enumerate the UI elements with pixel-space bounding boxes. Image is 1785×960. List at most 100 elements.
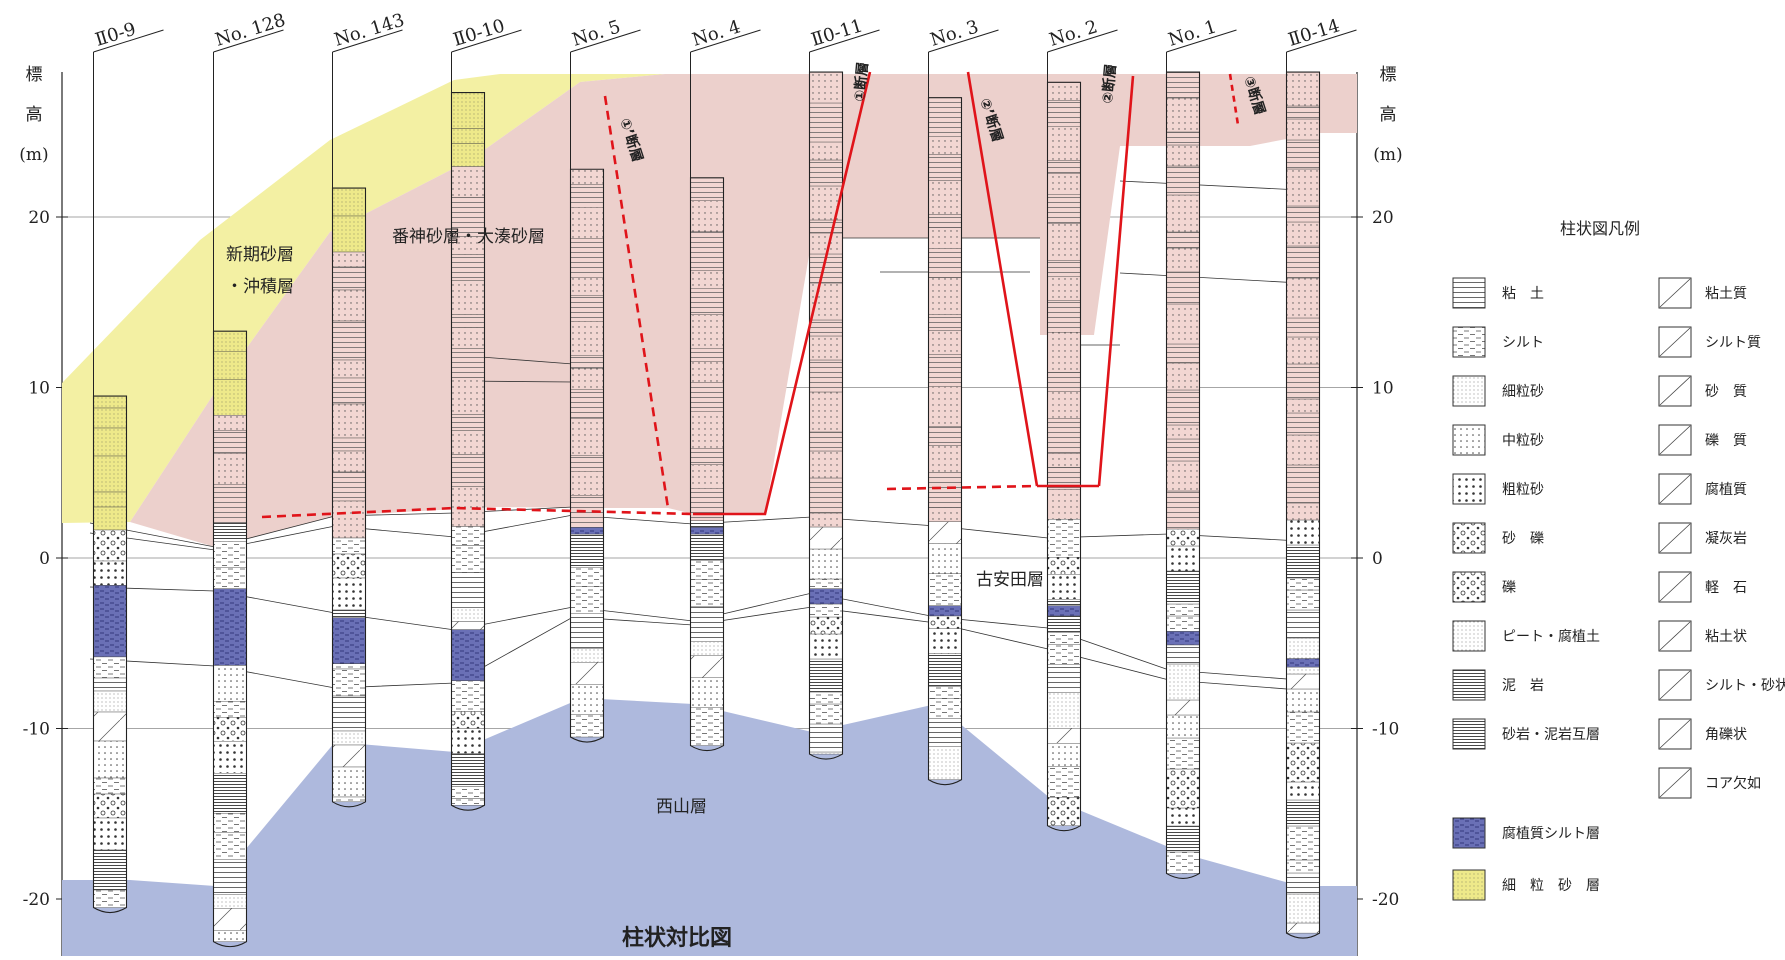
- borehole-segment: [1166, 570, 1200, 605]
- borehole-segment: [1286, 519, 1320, 546]
- borehole-segment: [1047, 82, 1081, 101]
- borehole-segment: [451, 711, 485, 729]
- borehole-segment: [1286, 464, 1320, 504]
- legend-swatch: [1452, 277, 1486, 309]
- borehole-segment: [928, 543, 962, 574]
- borehole-segment: [451, 348, 485, 378]
- borehole-segment: [690, 520, 724, 561]
- fault-1-prime: [603, 95, 670, 509]
- borehole-segment: [928, 354, 962, 387]
- borehole-segment: [928, 718, 962, 747]
- tick-label: -20: [1372, 890, 1399, 910]
- tick-label: -10: [23, 720, 50, 740]
- legend-swatch: [1452, 817, 1486, 849]
- borehole-segment: [1286, 277, 1320, 319]
- borehole-segment: [809, 633, 843, 660]
- humic-silt-band: [332, 617, 366, 664]
- legend-label: シルト・砂状: [1705, 678, 1785, 694]
- borehole-segment: [570, 184, 604, 208]
- borehole-name-rule: [928, 29, 999, 53]
- borehole-segment: [570, 613, 604, 649]
- borehole-segment: [1286, 742, 1320, 783]
- borehole-segment: [93, 455, 127, 493]
- borehole-segment: [1166, 362, 1200, 391]
- borehole-segment: [451, 92, 485, 129]
- borehole-outline: [1046, 81, 1082, 832]
- borehole-name: No. 3: [928, 16, 981, 50]
- borehole-segment: [928, 386, 962, 427]
- borehole-segment: [1166, 807, 1200, 827]
- borehole-segment: [690, 200, 724, 232]
- borehole-segment: [809, 102, 843, 143]
- borehole-segment: [93, 407, 127, 429]
- borehole-segment: [1166, 825, 1200, 853]
- borehole-segment: [93, 740, 127, 779]
- legend-label: 角礫状: [1705, 727, 1747, 743]
- borehole-name: Ⅱ0-14: [1286, 15, 1343, 50]
- borehole-segment: [213, 351, 247, 380]
- borehole-segment: [332, 730, 366, 746]
- borehole-name-rule: [213, 29, 284, 53]
- borehole-segment: [213, 859, 247, 895]
- legend-label: 砂 礫: [1502, 531, 1544, 547]
- borehole-name: No. 128: [213, 10, 288, 51]
- borehole-segment: [332, 266, 366, 291]
- borehole-segment: [1047, 632, 1081, 645]
- borehole-segment: [809, 477, 843, 514]
- borehole-segment: [451, 572, 485, 608]
- borehole-segment: [1286, 893, 1320, 924]
- humic-silt-band: [93, 585, 127, 658]
- legend-swatch-mark: [1659, 376, 1691, 406]
- fault-2-label: ②断層: [1099, 63, 1119, 104]
- borehole-segment: [690, 177, 724, 201]
- borehole-segment: [928, 653, 962, 687]
- new-sand-label-2: ・沖積層: [226, 277, 294, 297]
- legend-swatch: [1452, 522, 1486, 554]
- borehole-segment: [451, 486, 485, 527]
- legend-swatch-mark: [1659, 425, 1691, 455]
- borehole-segment: [1166, 528, 1200, 547]
- borehole-segment: [928, 330, 962, 355]
- borehole-segment: [809, 548, 843, 580]
- borehole-2: No. 128: [213, 10, 288, 948]
- borehole-segment: [1286, 336, 1320, 365]
- borehole-segment: [213, 541, 247, 568]
- borehole-segment: [570, 662, 604, 685]
- borehole-segment: [1047, 574, 1081, 600]
- borehole-segment: [1047, 489, 1081, 520]
- borehole-segment: [1166, 131, 1200, 146]
- borehole-segment: [1047, 332, 1081, 373]
- borehole-5: No. 5: [569, 16, 641, 743]
- borehole-segment: [928, 628, 962, 654]
- borehole-segment: [809, 691, 843, 705]
- borehole-segment: [570, 389, 604, 419]
- borehole-segment: [690, 270, 724, 289]
- borehole-segment: [570, 368, 604, 390]
- koyasuda-label: 古安田層: [976, 570, 1044, 590]
- borehole-segment: [570, 169, 604, 185]
- humic-silt-band: [1047, 605, 1081, 617]
- borehole-name-rule: [1166, 29, 1237, 53]
- borehole-segment: [1286, 799, 1320, 827]
- borehole-outline: [569, 168, 605, 743]
- fault-lines: [261, 71, 1240, 519]
- borehole-segment: [332, 251, 366, 268]
- borehole-segment: [1286, 412, 1320, 436]
- borehole-segment: [928, 746, 962, 780]
- borehole-segment: [570, 277, 604, 296]
- borehole-name: No. 1: [1166, 16, 1219, 50]
- borehole-segment: [1286, 688, 1320, 713]
- borehole-segment: [213, 430, 247, 454]
- borehole-segment: [451, 798, 485, 806]
- borehole-segment: [332, 450, 366, 473]
- legend-swatch: [1452, 869, 1486, 901]
- borehole-segment: [570, 714, 604, 738]
- borehole-segment: [93, 427, 127, 457]
- borehole-segment: [928, 314, 962, 331]
- legend-swatch-mark: [1659, 572, 1691, 602]
- humic-silt-band: [1166, 631, 1200, 646]
- borehole-segment: [690, 707, 724, 746]
- borehole-name: Ⅱ0-10: [451, 15, 508, 50]
- borehole-segment: [451, 607, 485, 622]
